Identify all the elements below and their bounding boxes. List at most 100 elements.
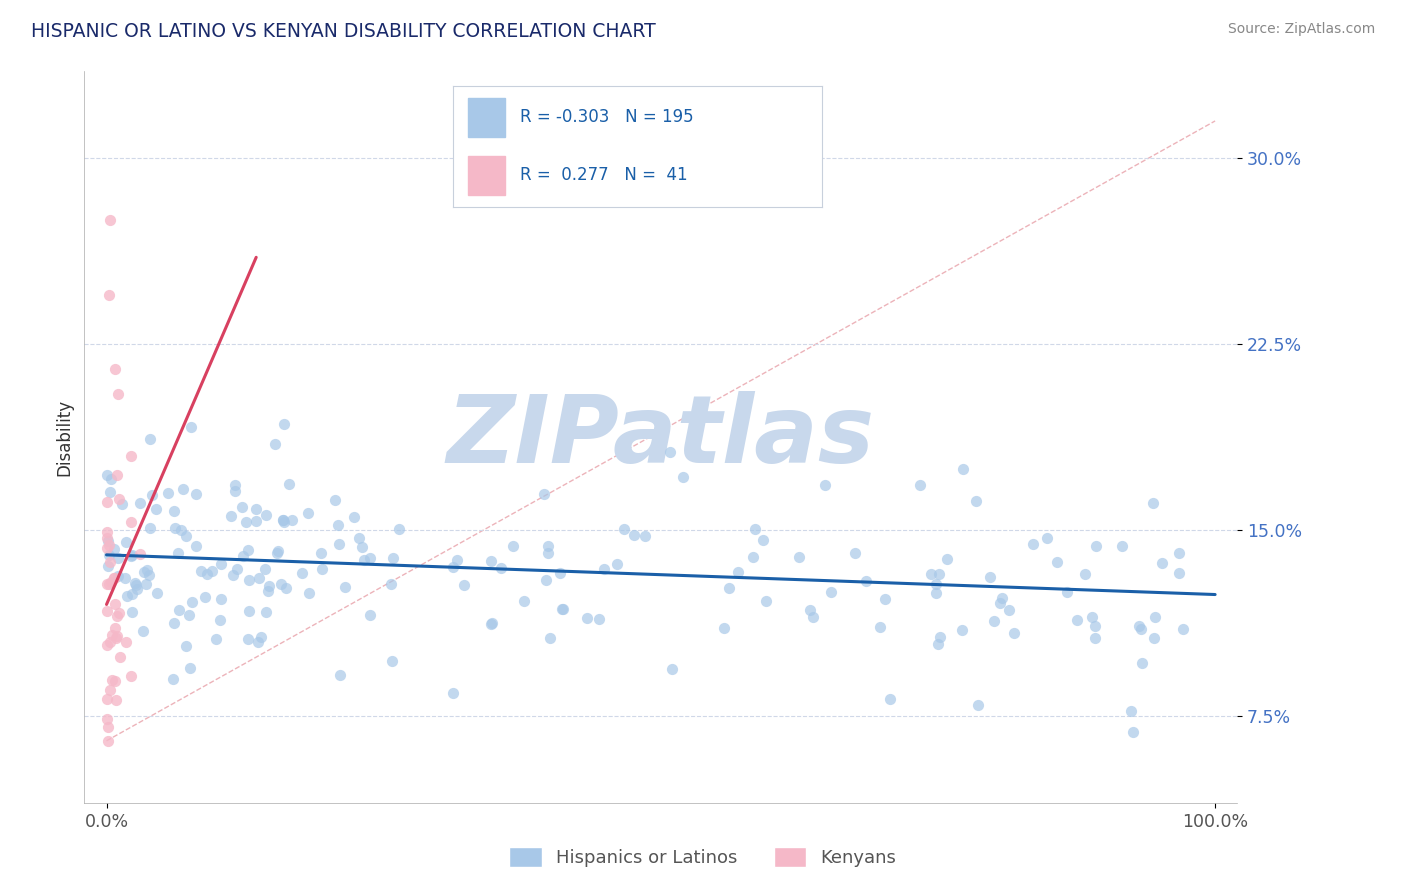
Point bbox=[105, 631, 128, 645]
Point bbox=[1171, 622, 1194, 636]
Point bbox=[97, 534, 120, 549]
Point bbox=[925, 585, 948, 599]
Point bbox=[101, 628, 124, 642]
Point bbox=[145, 502, 167, 516]
Point bbox=[224, 478, 246, 492]
Point bbox=[925, 577, 948, 591]
Point bbox=[1122, 725, 1144, 739]
Point bbox=[141, 488, 163, 502]
Point bbox=[814, 478, 837, 492]
Point bbox=[138, 567, 160, 582]
Point bbox=[952, 623, 974, 637]
Point bbox=[343, 510, 366, 524]
Point bbox=[333, 580, 356, 594]
Point bbox=[983, 615, 1005, 629]
Point bbox=[270, 576, 292, 591]
Point bbox=[170, 523, 193, 537]
Point bbox=[124, 578, 146, 592]
Point bbox=[537, 546, 560, 560]
Point bbox=[606, 557, 628, 571]
Point bbox=[156, 486, 179, 500]
Point bbox=[277, 476, 299, 491]
Point bbox=[928, 631, 950, 645]
Point bbox=[132, 624, 155, 638]
Point bbox=[136, 563, 159, 577]
Point bbox=[250, 630, 273, 644]
Point bbox=[271, 513, 294, 527]
Point bbox=[247, 571, 270, 585]
Point bbox=[359, 550, 381, 565]
Point bbox=[1084, 618, 1107, 632]
Point bbox=[254, 508, 277, 522]
Point bbox=[309, 546, 332, 560]
Point bbox=[576, 611, 599, 625]
Point bbox=[104, 597, 127, 611]
Point bbox=[257, 578, 280, 592]
Point bbox=[441, 560, 464, 574]
Point bbox=[245, 501, 267, 516]
Point bbox=[201, 564, 224, 578]
Point bbox=[96, 494, 118, 508]
Point bbox=[128, 495, 150, 509]
Point bbox=[231, 500, 253, 515]
Point bbox=[195, 567, 218, 582]
Point bbox=[276, 581, 298, 595]
Point bbox=[172, 482, 194, 496]
Point bbox=[967, 698, 990, 712]
Point bbox=[162, 673, 184, 687]
Point bbox=[238, 542, 260, 557]
Point bbox=[446, 553, 468, 567]
Point bbox=[235, 515, 257, 529]
Point bbox=[97, 577, 120, 591]
Point bbox=[238, 573, 260, 587]
Point bbox=[879, 691, 901, 706]
Point bbox=[254, 606, 277, 620]
Point bbox=[208, 613, 231, 627]
Point bbox=[103, 571, 125, 585]
Point bbox=[190, 564, 212, 578]
Point bbox=[352, 541, 374, 555]
Point bbox=[98, 683, 121, 698]
Point bbox=[97, 538, 120, 552]
Point bbox=[1150, 557, 1173, 571]
Point bbox=[253, 561, 276, 575]
Point bbox=[101, 673, 124, 688]
Point bbox=[273, 516, 295, 530]
Point bbox=[129, 547, 152, 561]
Point bbox=[990, 591, 1012, 605]
Point bbox=[920, 567, 942, 582]
Point bbox=[281, 513, 304, 527]
Point bbox=[1121, 705, 1143, 719]
Point bbox=[96, 638, 118, 652]
Point bbox=[205, 632, 228, 647]
Point bbox=[1074, 567, 1097, 582]
Point bbox=[98, 634, 121, 648]
Point bbox=[328, 537, 350, 551]
Point bbox=[108, 492, 131, 507]
Point bbox=[222, 568, 245, 582]
Point bbox=[107, 386, 129, 401]
Point bbox=[114, 571, 136, 585]
Point bbox=[388, 522, 411, 536]
Point bbox=[96, 734, 118, 748]
Point bbox=[98, 555, 121, 569]
Point bbox=[96, 467, 118, 482]
Point bbox=[105, 468, 128, 483]
Point bbox=[108, 606, 131, 620]
Point bbox=[98, 548, 121, 562]
Y-axis label: Disability: Disability bbox=[55, 399, 73, 475]
Point bbox=[110, 649, 132, 664]
Point bbox=[534, 573, 557, 587]
Point bbox=[245, 514, 267, 528]
Point bbox=[105, 609, 128, 624]
Point bbox=[121, 548, 143, 562]
Point bbox=[1168, 566, 1191, 580]
Point bbox=[1002, 626, 1025, 640]
Point bbox=[273, 417, 295, 431]
Point bbox=[115, 535, 138, 549]
Point bbox=[1142, 496, 1164, 510]
Point bbox=[789, 549, 811, 564]
Point bbox=[453, 578, 475, 592]
Point bbox=[236, 632, 259, 646]
Point bbox=[104, 362, 127, 376]
